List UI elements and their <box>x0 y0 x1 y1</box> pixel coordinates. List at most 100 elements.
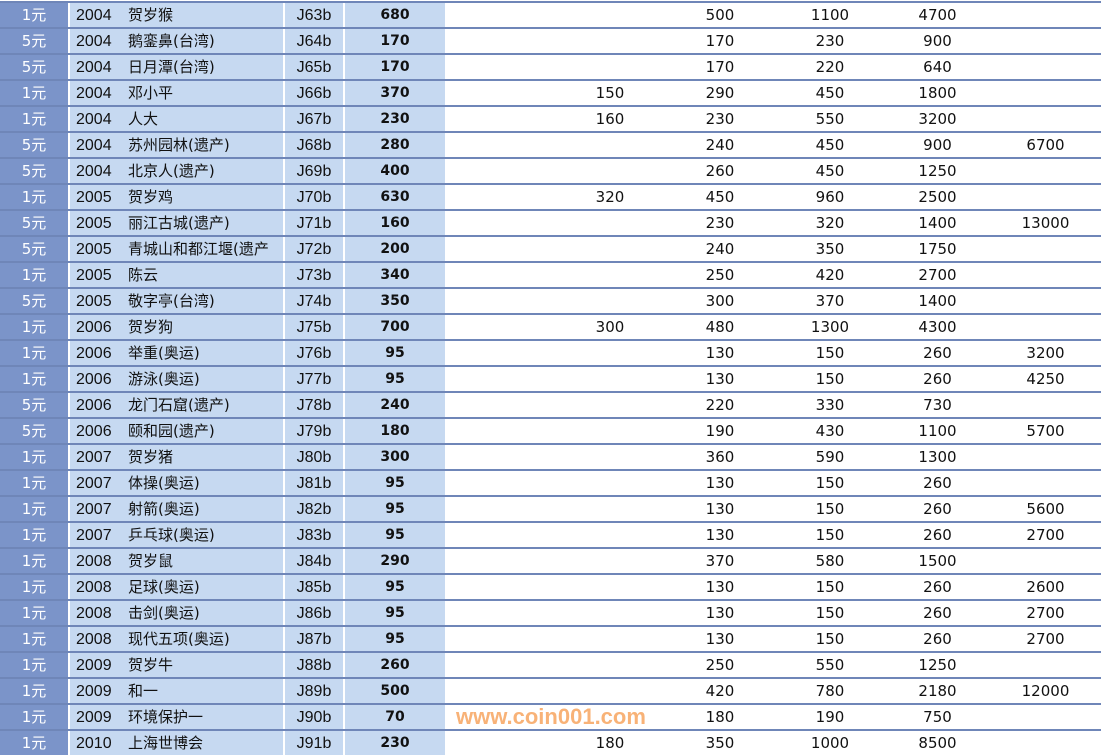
price-cell-4[interactable]: 260 <box>923 526 952 544</box>
value-cell[interactable]: 370 <box>345 81 445 105</box>
denomination-cell[interactable]: 1元 <box>0 341 70 365</box>
code-cell[interactable]: J65b <box>285 55 345 79</box>
denomination-cell[interactable]: 1元 <box>0 653 70 677</box>
price-cell-2[interactable]: 170 <box>705 32 735 50</box>
denomination-cell[interactable]: 1元 <box>0 523 70 547</box>
name-cell[interactable]: 人大 <box>125 107 285 131</box>
price-cell-2[interactable]: 130 <box>705 474 735 492</box>
value-cell[interactable]: 350 <box>345 289 445 313</box>
code-cell[interactable]: J63b <box>285 3 345 27</box>
year-cell[interactable]: 2008 <box>70 549 125 573</box>
price-cell-2[interactable]: 170 <box>705 58 735 76</box>
name-cell[interactable]: 体操(奥运) <box>125 471 285 495</box>
code-cell[interactable]: J75b <box>285 315 345 339</box>
value-cell[interactable]: 680 <box>345 3 445 27</box>
price-cell-4[interactable]: 260 <box>923 630 952 648</box>
name-cell[interactable]: 贺岁猪 <box>125 445 285 469</box>
price-cell-2[interactable]: 220 <box>705 396 735 414</box>
price-cell-1[interactable]: 180 <box>595 734 625 752</box>
code-cell[interactable]: J81b <box>285 471 345 495</box>
price-cell-2[interactable]: 300 <box>705 292 735 310</box>
value-cell[interactable]: 170 <box>345 29 445 53</box>
price-cell-5[interactable]: 2700 <box>1026 526 1065 544</box>
price-cell-1[interactable] <box>555 471 665 495</box>
price-cell-5[interactable] <box>990 289 1101 313</box>
code-cell[interactable]: J70b <box>285 185 345 209</box>
price-cell-5[interactable]: 13000 <box>1021 214 1070 232</box>
price-cell-3[interactable]: 150 <box>815 474 845 492</box>
code-cell[interactable]: J80b <box>285 445 345 469</box>
price-cell-3[interactable]: 150 <box>815 370 845 388</box>
price-cell-3[interactable]: 330 <box>815 396 845 414</box>
code-cell[interactable]: J87b <box>285 627 345 651</box>
code-cell[interactable]: J88b <box>285 653 345 677</box>
code-cell[interactable]: J85b <box>285 575 345 599</box>
name-cell[interactable]: 龙门石窟(遗产) <box>125 393 285 417</box>
value-cell[interactable]: 95 <box>345 367 445 391</box>
denomination-cell[interactable]: 5元 <box>0 29 70 53</box>
price-cell-3[interactable]: 1300 <box>810 318 850 336</box>
denomination-cell[interactable]: 1元 <box>0 575 70 599</box>
code-cell[interactable]: J79b <box>285 419 345 443</box>
value-cell[interactable]: 95 <box>345 341 445 365</box>
price-cell-4[interactable]: 8500 <box>918 734 957 752</box>
name-cell[interactable]: 环境保护一 <box>125 705 285 729</box>
price-cell-5[interactable]: 4250 <box>1026 370 1065 388</box>
denomination-cell[interactable]: 1元 <box>0 445 70 469</box>
price-cell-1[interactable] <box>555 159 665 183</box>
price-cell-2[interactable]: 190 <box>705 422 735 440</box>
year-cell[interactable]: 2006 <box>70 367 125 391</box>
value-cell[interactable]: 230 <box>345 731 445 755</box>
price-cell-3[interactable]: 430 <box>815 422 845 440</box>
price-cell-3[interactable]: 960 <box>815 188 845 206</box>
price-cell-1[interactable] <box>555 653 665 677</box>
code-cell[interactable]: J68b <box>285 133 345 157</box>
price-cell-2[interactable]: 240 <box>705 240 735 258</box>
price-cell-3[interactable]: 420 <box>815 266 845 284</box>
price-cell-5[interactable] <box>990 731 1101 755</box>
code-cell[interactable]: J86b <box>285 601 345 625</box>
price-cell-1[interactable] <box>555 393 665 417</box>
year-cell[interactable]: 2010 <box>70 731 125 755</box>
value-cell[interactable]: 180 <box>345 419 445 443</box>
name-cell[interactable]: 和一 <box>125 679 285 703</box>
price-cell-5[interactable] <box>990 471 1101 495</box>
price-cell-5[interactable]: 5600 <box>1026 500 1065 518</box>
price-cell-2[interactable]: 450 <box>705 188 735 206</box>
price-cell-3[interactable]: 150 <box>815 630 845 648</box>
name-cell[interactable]: 上海世博会 <box>125 731 285 755</box>
year-cell[interactable]: 2004 <box>70 107 125 131</box>
code-cell[interactable]: J69b <box>285 159 345 183</box>
price-cell-4[interactable]: 1100 <box>918 422 957 440</box>
price-cell-1[interactable] <box>555 211 665 235</box>
price-cell-3[interactable]: 320 <box>815 214 845 232</box>
price-cell-3[interactable]: 150 <box>815 578 845 596</box>
denomination-cell[interactable]: 1元 <box>0 315 70 339</box>
price-cell-4[interactable]: 260 <box>923 474 952 492</box>
price-cell-5[interactable] <box>990 263 1101 287</box>
name-cell[interactable]: 贺岁狗 <box>125 315 285 339</box>
price-cell-1[interactable] <box>555 341 665 365</box>
price-cell-5[interactable] <box>990 237 1101 261</box>
code-cell[interactable]: J90b <box>285 705 345 729</box>
price-cell-4[interactable]: 260 <box>923 500 952 518</box>
price-cell-2[interactable]: 130 <box>705 604 735 622</box>
price-cell-5[interactable] <box>990 55 1101 79</box>
code-cell[interactable]: J91b <box>285 731 345 755</box>
value-cell[interactable]: 500 <box>345 679 445 703</box>
denomination-cell[interactable]: 1元 <box>0 185 70 209</box>
price-cell-1[interactable] <box>555 419 665 443</box>
code-cell[interactable]: J64b <box>285 29 345 53</box>
denomination-cell[interactable]: 5元 <box>0 211 70 235</box>
price-cell-3[interactable]: 150 <box>815 526 845 544</box>
price-cell-2[interactable]: 360 <box>705 448 735 466</box>
price-cell-2[interactable]: 350 <box>705 734 735 752</box>
year-cell[interactable]: 2009 <box>70 679 125 703</box>
denomination-cell[interactable]: 5元 <box>0 393 70 417</box>
price-cell-5[interactable] <box>990 159 1101 183</box>
price-cell-1[interactable] <box>555 3 665 27</box>
value-cell[interactable]: 340 <box>345 263 445 287</box>
name-cell[interactable]: 贺岁鸡 <box>125 185 285 209</box>
name-cell[interactable]: 游泳(奥运) <box>125 367 285 391</box>
value-cell[interactable]: 300 <box>345 445 445 469</box>
